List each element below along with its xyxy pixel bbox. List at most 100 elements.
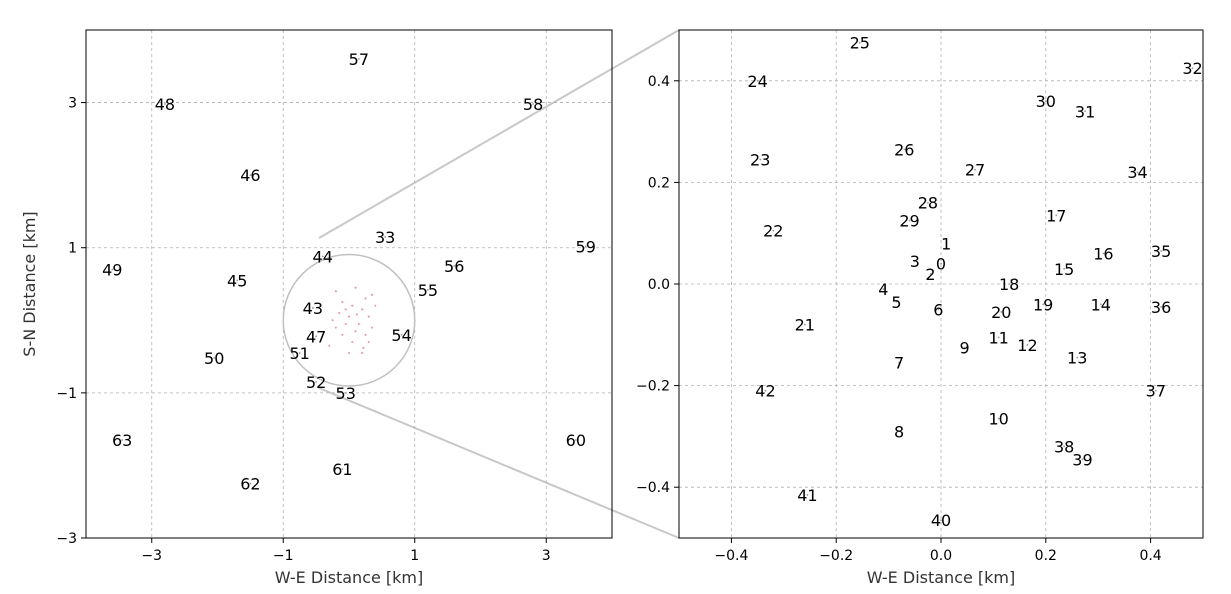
station-label: 44: [313, 247, 333, 266]
dense-point: [328, 344, 331, 347]
station-label: 35: [1151, 242, 1171, 261]
station-marker: [997, 417, 1000, 420]
station-marker: [321, 255, 324, 258]
station-marker: [1081, 458, 1084, 461]
station-label: 39: [1072, 450, 1092, 469]
station-marker: [803, 323, 806, 326]
zoom-y-tick-label: −0.2: [636, 379, 670, 395]
dense-point: [351, 304, 354, 307]
overview-y-tick-label: −3: [56, 531, 77, 547]
station-marker: [213, 357, 216, 359]
station-marker: [236, 279, 239, 282]
dense-point: [362, 346, 365, 349]
station-label: 15: [1054, 260, 1074, 279]
dense-point: [334, 290, 337, 293]
zoom-x-tick-label: 0.4: [1139, 548, 1161, 564]
zoom-y-tick-label: 0.4: [648, 74, 670, 90]
overview-frame: [85, 29, 613, 539]
station-marker: [898, 361, 900, 364]
station-label: 61: [332, 460, 352, 479]
station-marker: [913, 260, 916, 263]
station-label: 54: [391, 326, 411, 345]
dense-point: [374, 304, 377, 307]
zoom-y-tick-label: 0.0: [648, 277, 670, 293]
station-marker: [1191, 67, 1194, 69]
station-label: 31: [1075, 102, 1095, 121]
station-marker: [806, 493, 809, 496]
station-label: 37: [1146, 382, 1166, 401]
station-label: 32: [1182, 59, 1202, 78]
overview-x-tick-label: −3: [141, 548, 162, 564]
station-marker: [344, 391, 347, 394]
station-marker: [1160, 250, 1162, 252]
dense-point: [338, 311, 341, 315]
station-label: 46: [240, 166, 260, 185]
station-label: 23: [750, 151, 770, 170]
station-label: 17: [1046, 206, 1066, 225]
station-marker: [584, 245, 587, 248]
zoom-y-tick-label: −0.4: [636, 480, 670, 496]
dense-point: [370, 326, 374, 329]
station-marker: [1099, 303, 1102, 306]
zoom-frame: [678, 29, 1204, 539]
dense-point: [361, 351, 364, 355]
station-label: 38: [1054, 438, 1074, 457]
station-marker: [940, 519, 942, 522]
station-marker: [963, 346, 966, 349]
station-label: 25: [850, 34, 870, 53]
station-label: 13: [1067, 349, 1087, 368]
station-marker: [764, 389, 767, 392]
station-label: 29: [899, 212, 919, 231]
station-label: 43: [303, 299, 323, 318]
station-label: 19: [1033, 295, 1053, 314]
station-label: 34: [1127, 163, 1147, 182]
station-marker: [903, 148, 906, 151]
overview-x-tick-label: 3: [542, 548, 551, 564]
dense-point: [367, 315, 370, 318]
station-marker: [858, 41, 861, 44]
station-label: 1: [941, 234, 951, 253]
station-label: 47: [306, 327, 326, 346]
overview-y-tick-label: 3: [68, 96, 77, 112]
station-marker: [997, 336, 1000, 339]
station-label: 11: [988, 328, 1008, 347]
station-label: 55: [418, 281, 438, 300]
station-label: 33: [375, 228, 395, 247]
dense-point: [370, 293, 374, 296]
station-marker: [895, 300, 898, 303]
station-label: 60: [566, 431, 586, 450]
zoom-grid: [679, 30, 1203, 538]
dense-point: [354, 330, 357, 333]
station-label: 5: [891, 293, 901, 312]
station-label: 57: [349, 50, 369, 69]
overview-x-axis-label: W-E Distance [km]: [275, 568, 424, 587]
station-marker: [974, 168, 976, 171]
station-marker: [1042, 303, 1045, 306]
dense-point: [355, 313, 358, 316]
station-marker: [940, 262, 942, 265]
zoom-x-axis-label: W-E Distance [km]: [867, 568, 1016, 587]
overview-y-tick-label: 1: [68, 241, 77, 257]
station-label: 56: [444, 257, 464, 276]
dense-point: [364, 333, 367, 336]
dense-point: [364, 297, 367, 300]
zoom-x-tick-label: 0.2: [1035, 548, 1057, 564]
zoom-x-tick-label: −0.4: [714, 548, 748, 564]
station-marker: [298, 352, 301, 354]
overview-x-tick-label: 1: [410, 548, 419, 564]
station-label: 42: [755, 382, 775, 401]
station-marker: [249, 174, 252, 177]
overview-y-tick-label: −1: [56, 386, 77, 402]
station-label: 49: [102, 260, 122, 279]
station-marker: [772, 229, 775, 232]
station-label: 10: [988, 410, 1008, 429]
station-label: 2: [925, 265, 935, 284]
station-marker: [1076, 356, 1079, 359]
station-label: 16: [1093, 245, 1113, 264]
station-label: 20: [991, 303, 1011, 322]
station-label: 40: [931, 511, 951, 530]
station-label: 63: [112, 431, 132, 450]
station-label: 51: [290, 344, 310, 363]
